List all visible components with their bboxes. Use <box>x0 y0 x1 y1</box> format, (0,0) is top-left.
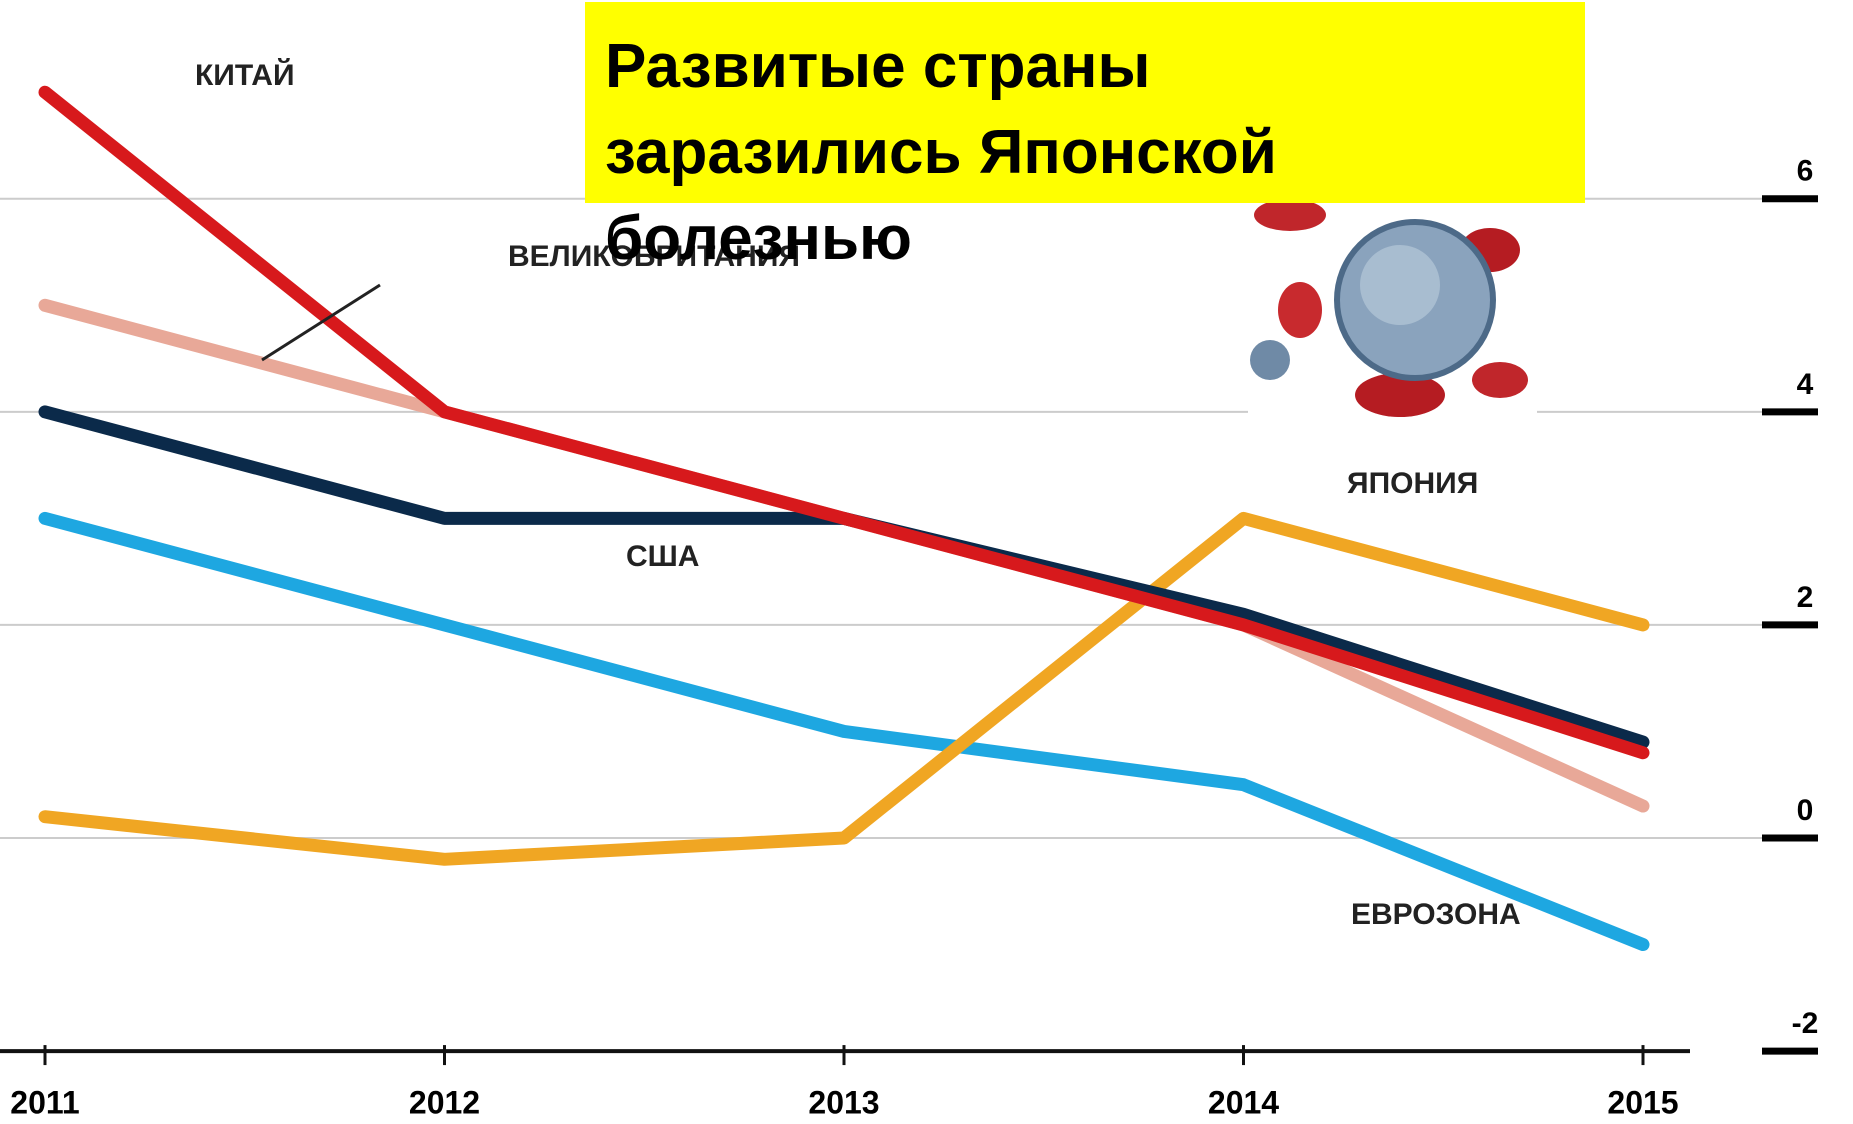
x-tick-label: 2013 <box>808 1084 879 1120</box>
y-tick-label: 0 <box>1797 794 1814 827</box>
y-tick-label: -2 <box>1792 1007 1819 1040</box>
series-line <box>45 518 1643 859</box>
small-virus <box>1250 340 1290 380</box>
x-tick-label: 2015 <box>1607 1084 1678 1120</box>
series-label: ЯПОНИЯ <box>1347 467 1478 500</box>
page: -2 0 2 4 6 2011 2012 2013 2014 2015 ЕВРОЗОНА ЯПОНИЯ… <box>0 0 1853 1124</box>
y-tick-label: 2 <box>1797 581 1814 614</box>
x-tick-label: 2014 <box>1208 1084 1279 1120</box>
series-label: КИТАЙ <box>195 58 295 92</box>
y-tick-label: 4 <box>1797 368 1814 401</box>
series-line <box>45 518 1643 944</box>
blood-cell <box>1278 282 1322 338</box>
blood-cell <box>1472 362 1528 398</box>
blood-cell <box>1355 373 1445 417</box>
x-tick-label: 2012 <box>409 1084 480 1120</box>
title-box: Развитые страны заразились Японской боле… <box>585 2 1585 203</box>
series-label: США <box>626 540 699 573</box>
x-tick-label: 2011 <box>10 1084 79 1120</box>
series-label: ЕВРОЗОНА <box>1351 898 1521 931</box>
y-tick-label: 6 <box>1797 155 1814 188</box>
chart-title: Развитые страны заразились Японской боле… <box>605 24 1455 282</box>
